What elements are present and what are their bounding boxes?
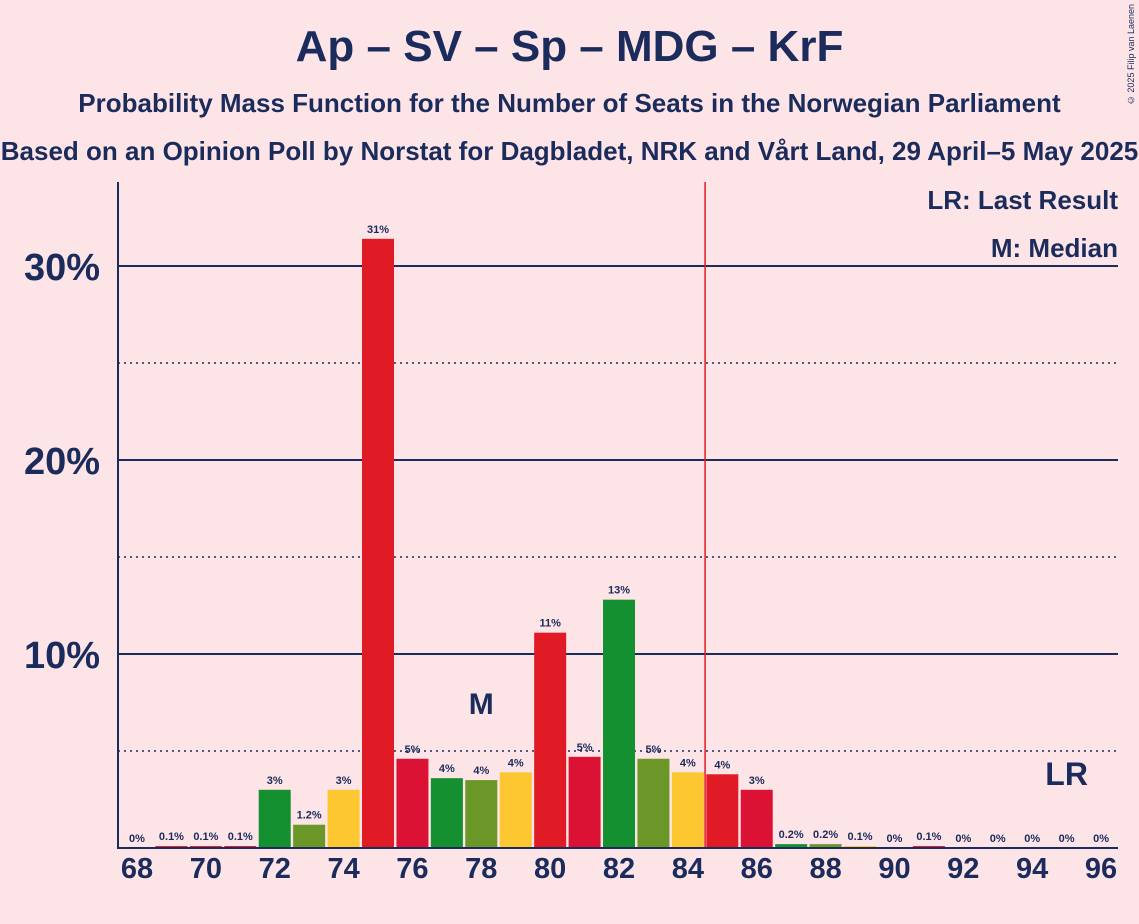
bar-value-label: 0.1%	[847, 831, 872, 843]
x-tick-label: 86	[741, 853, 773, 885]
bar-value-label: 5%	[404, 744, 420, 756]
bar-value-label: 31%	[367, 224, 389, 236]
last-result-marker: LR	[1045, 756, 1088, 792]
chart-title: Ap – SV – Sp – MDG – KrF	[295, 22, 844, 71]
x-tick-label: 82	[603, 853, 635, 885]
legend-last-result: LR: Last Result	[927, 185, 1118, 215]
bar-seat-82	[603, 599, 636, 848]
x-tick-label: 92	[947, 853, 979, 885]
chart-source: Based on an Opinion Poll by Norstat for …	[0, 136, 1139, 166]
bar-value-label: 4%	[439, 763, 455, 775]
bar-value-label: 5%	[577, 742, 593, 754]
x-tick-label: 76	[396, 853, 428, 885]
bar-value-label: 0%	[990, 833, 1006, 845]
bar-value-label: 0%	[955, 833, 971, 845]
y-tick-label: 30%	[24, 247, 100, 289]
median-marker: M	[469, 688, 494, 721]
bar-value-label: 3%	[336, 775, 352, 787]
bar-value-label: 0%	[1093, 833, 1109, 845]
bar-value-label: 0.1%	[228, 831, 253, 843]
bar-seat-79	[499, 772, 532, 848]
x-tick-label: 80	[534, 853, 566, 885]
bar-seat-73	[293, 824, 326, 848]
x-tick-label: 88	[809, 853, 841, 885]
x-tick-label: 68	[121, 853, 153, 885]
bar-value-label: 0.2%	[779, 829, 804, 841]
bar-seat-74	[327, 789, 360, 848]
x-tick-label: 72	[259, 853, 291, 885]
bar-value-label: 0.1%	[159, 831, 184, 843]
bar-value-label: 13%	[608, 585, 630, 597]
chart-subtitle: Probability Mass Function for the Number…	[78, 88, 1061, 118]
bar-value-label: 3%	[749, 775, 765, 787]
x-tick-label: 74	[327, 853, 359, 885]
bar-value-label: 3%	[267, 775, 283, 787]
bar-value-label: 0.1%	[193, 831, 218, 843]
bar-seat-88	[809, 844, 842, 848]
legend-median: M: Median	[991, 233, 1118, 263]
bar-value-label: 11%	[539, 618, 561, 630]
bar-seat-81	[568, 756, 601, 848]
bar-seat-85	[706, 774, 739, 848]
bar-value-label: 1.2%	[297, 810, 322, 822]
x-tick-label: 70	[190, 853, 222, 885]
x-tick-label: 90	[878, 853, 910, 885]
bar-value-label: 5%	[645, 744, 661, 756]
x-tick-label: 84	[672, 853, 704, 885]
bar-value-label: 4%	[473, 765, 489, 777]
bar-value-label: 0.1%	[916, 831, 941, 843]
x-tick-label: 78	[465, 853, 497, 885]
bar-seat-86	[740, 789, 773, 848]
bar-value-label: 0%	[1059, 833, 1075, 845]
y-tick-label: 10%	[24, 635, 100, 677]
x-tick-label: 94	[1016, 853, 1048, 885]
bar-seat-77	[430, 778, 463, 848]
y-tick-label: 20%	[24, 441, 100, 483]
bar-seat-78	[465, 780, 498, 848]
bar-value-label: 0%	[887, 833, 903, 845]
x-tick-label: 96	[1085, 853, 1117, 885]
bar-value-label: 0.2%	[813, 829, 838, 841]
bar-seat-84	[671, 772, 704, 848]
bar-value-label: 4%	[508, 757, 524, 769]
bar-value-label: 0%	[129, 833, 145, 845]
bar-seat-83	[637, 758, 670, 848]
bar-seat-75	[362, 238, 395, 849]
bar-value-label: 4%	[680, 757, 696, 769]
bar-seat-87	[775, 844, 808, 848]
bar-value-label: 4%	[714, 759, 730, 771]
bar-seat-72	[258, 789, 291, 848]
bar-seat-76	[396, 758, 429, 848]
bar-seat-80	[534, 632, 567, 848]
bar-value-label: 0%	[1024, 833, 1040, 845]
